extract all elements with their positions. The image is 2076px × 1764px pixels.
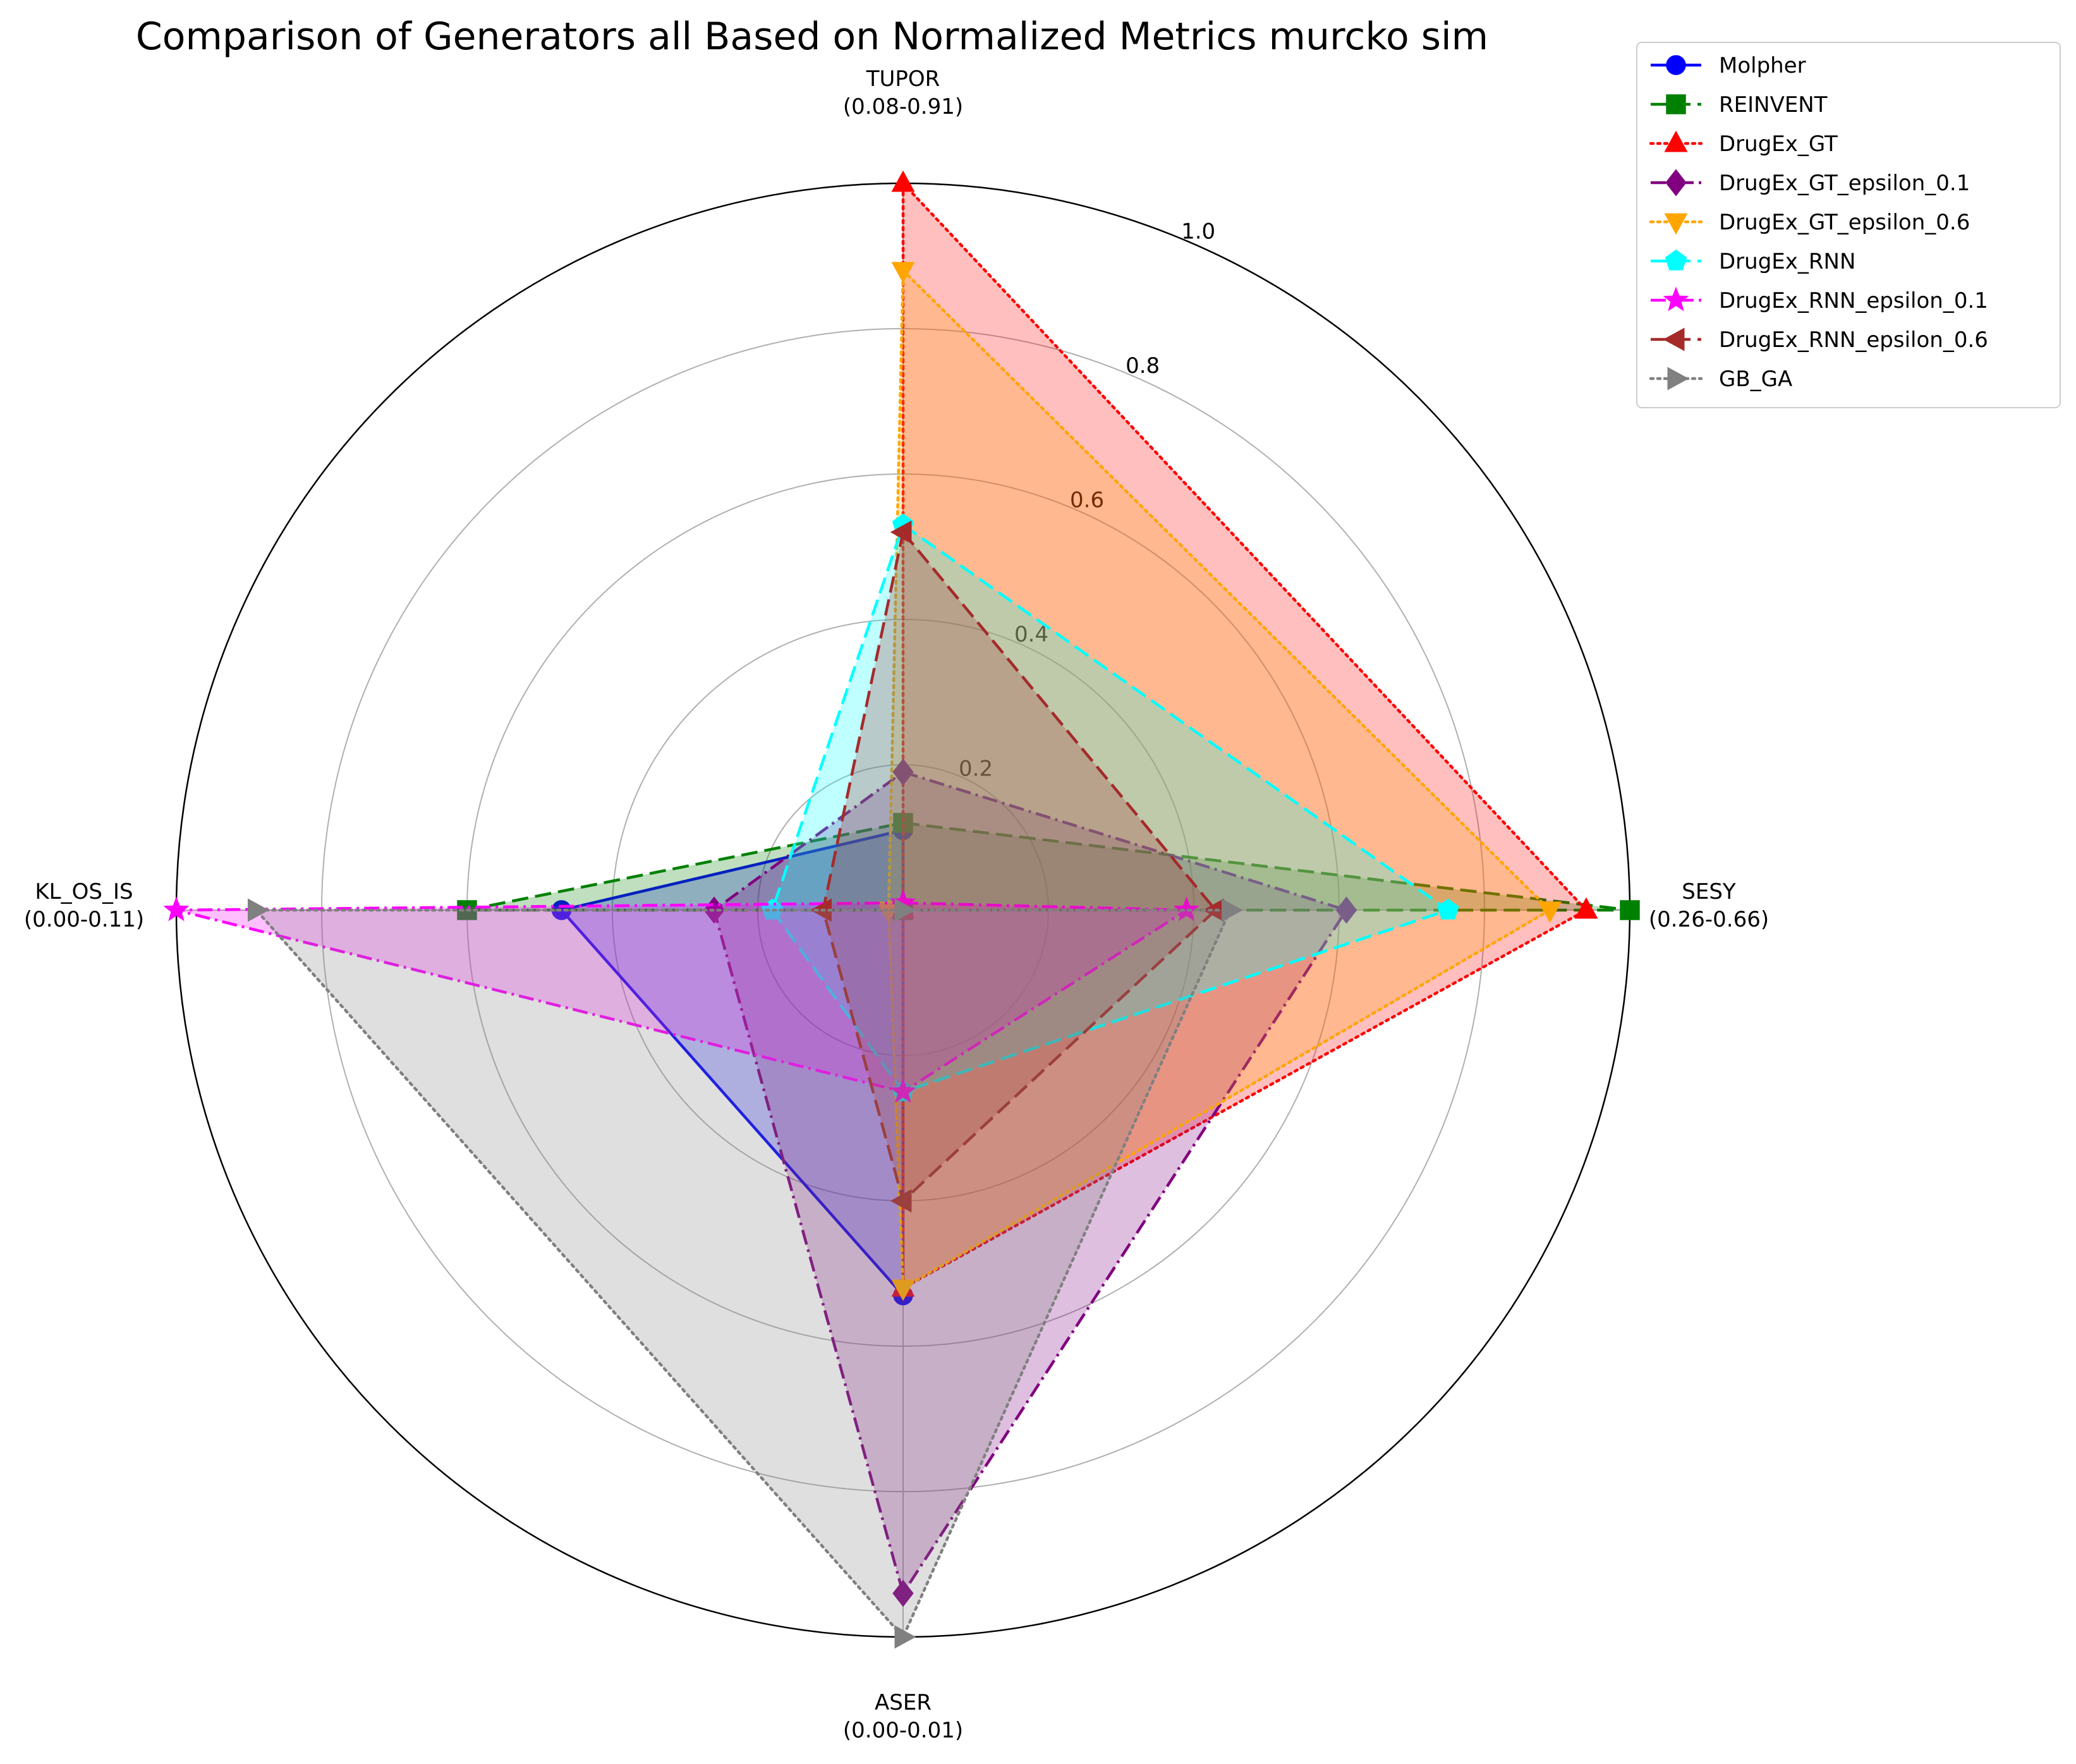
data-point	[892, 1579, 914, 1607]
legend-marker	[1667, 367, 1689, 391]
legend-marker	[1665, 249, 1687, 271]
series-area	[772, 525, 1448, 1092]
data-point	[1335, 896, 1357, 924]
legend-item: DrugEx_GT_epsilon_0.6	[1649, 210, 1970, 235]
axis-range-label: (0.08-0.91)	[843, 94, 963, 119]
axis-label-KL_OS_IS: KL_OS_IS	[35, 879, 133, 904]
data-point	[894, 898, 916, 922]
data-point	[877, 901, 901, 923]
data-point	[1620, 900, 1640, 920]
data-point	[1173, 896, 1200, 922]
legend-label: DrugEx_RNN_epsilon_0.1	[1719, 288, 1988, 313]
legend-item: REINVENT	[1651, 92, 1828, 118]
data-point	[248, 898, 269, 922]
legend-marker	[1665, 169, 1687, 197]
legend-label: GB_GA	[1719, 367, 1792, 392]
legend-item: DrugEx_GT_epsilon_0.1	[1651, 169, 1970, 197]
legend-label: DrugEx_GT_epsilon_0.6	[1719, 210, 1970, 235]
radial-tick-label: 1.0	[1181, 219, 1215, 245]
legend-marker	[1663, 286, 1689, 312]
series-line	[887, 269, 1551, 1290]
series-line	[255, 908, 1232, 1639]
data-point	[890, 1189, 912, 1213]
axis-range-label: (0.00-0.01)	[843, 1718, 963, 1743]
legend-marker	[1664, 130, 1688, 152]
series-area	[176, 903, 1187, 1092]
data-point	[1538, 901, 1562, 923]
series-DrugEx_RNN_epsilon_0.6	[810, 520, 1224, 1213]
series-area	[256, 910, 1230, 1637]
legend-item: Molpher	[1651, 53, 1806, 78]
data-point	[890, 1078, 916, 1103]
data-point	[163, 896, 190, 922]
axis-range-label: (0.00-0.11)	[24, 907, 144, 932]
radial-tick-label: 0.8	[1126, 353, 1160, 379]
series-area	[561, 830, 903, 1296]
series-area	[714, 772, 1347, 1593]
data-point	[891, 262, 915, 284]
legend-item: DrugEx_GT	[1649, 130, 1838, 157]
series-area	[467, 823, 1630, 910]
legend-item: DrugEx_RNN	[1651, 249, 1855, 274]
series-area	[823, 532, 1216, 1201]
legend: Molpher REINVENT DrugEx_GT DrugEx_GT_epsilo…	[1636, 42, 2061, 408]
legend-label: Molpher	[1719, 53, 1806, 78]
radial-tick-label: 0.4	[1014, 622, 1048, 647]
series-area	[889, 271, 1550, 1288]
legend-marker	[1663, 327, 1685, 351]
axis-labels: TUPOR(0.08-0.91) SESY (0.26-0.66) ASER (0.00…	[24, 66, 1769, 1743]
legend-label: DrugEx_RNN	[1719, 249, 1855, 274]
axis-range-label: (0.26-0.66)	[1649, 907, 1769, 932]
series-line	[901, 181, 1588, 1290]
series-area	[903, 183, 1586, 1288]
legend-label: DrugEx_GT_epsilon_0.1	[1719, 171, 1970, 196]
series-DrugEx_GT_epsilon_0.6	[877, 262, 1562, 1301]
data-point	[894, 1625, 916, 1649]
legend-label: DrugEx_RNN_epsilon_0.6	[1719, 327, 1988, 353]
radial-tick-label: 0.2	[959, 757, 993, 782]
axis-label-ASER: ASER	[875, 1690, 932, 1715]
legend-marker	[1666, 55, 1686, 75]
series-group	[163, 170, 1640, 1649]
series-DrugEx_RNN_epsilon_0.1	[163, 889, 1200, 1103]
legend-marker	[1666, 94, 1686, 114]
legend-item: DrugEx_RNN_epsilon_0.6	[1651, 327, 1988, 353]
series-GB_GA	[248, 898, 1243, 1649]
data-point	[891, 170, 915, 192]
data-point	[1222, 898, 1243, 922]
axis-label-TUPOR: TUPOR	[866, 66, 940, 92]
legend-box	[1636, 42, 2061, 408]
data-point	[892, 758, 914, 786]
axis-label-SESY: SESY	[1682, 879, 1736, 904]
data-point	[891, 1279, 915, 1301]
series-line	[712, 770, 1348, 1595]
radial-tick-label: 0.6	[1070, 488, 1104, 513]
series-DrugEx_GT_epsilon_0.1	[703, 758, 1357, 1607]
legend-item: DrugEx_RNN_epsilon_0.1	[1651, 286, 1988, 313]
legend-label: REINVENT	[1719, 92, 1828, 118]
legend-label: DrugEx_GT	[1719, 131, 1838, 157]
data-point	[1574, 897, 1598, 919]
legend-marker	[1664, 213, 1688, 235]
legend-item: GB_GA	[1649, 367, 1792, 392]
data-point	[1437, 898, 1459, 920]
data-point	[890, 520, 912, 544]
chart-title: Comparison of Generators all Based on No…	[136, 15, 1488, 59]
data-point	[893, 813, 913, 833]
